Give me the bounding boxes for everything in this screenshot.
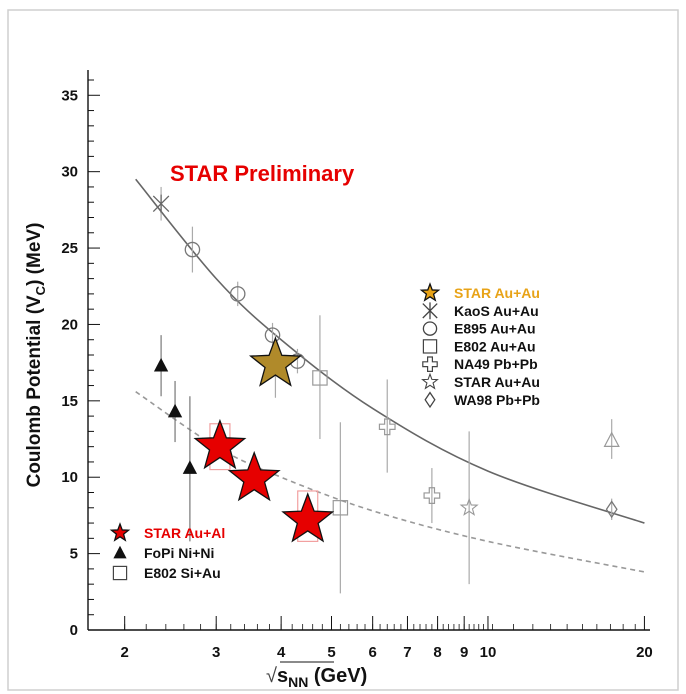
legend-label: STAR Au+Au — [454, 285, 540, 301]
legend-label: STAR Au+Al — [144, 525, 225, 541]
legend-label: STAR Au+Au — [454, 374, 540, 390]
marker-open-cross — [422, 356, 438, 372]
data-point-diamond — [605, 500, 618, 519]
marker-open-cross — [423, 487, 441, 504]
y-tick-label: 15 — [61, 393, 78, 410]
data-point-circle — [264, 327, 281, 343]
data-point-asterisk — [152, 194, 170, 213]
marker-open-star — [459, 497, 479, 516]
x-axis-label: √sNN (GeV) — [266, 665, 367, 690]
data-point-circle — [229, 286, 246, 302]
outer-frame — [7, 9, 679, 691]
marker-gold-star — [419, 282, 441, 302]
x-tick-label: 20 — [636, 644, 653, 661]
marker-open-star — [421, 372, 439, 390]
data-point-star-red — [227, 450, 281, 502]
marker-filled-triangle — [167, 403, 183, 418]
marker-square — [312, 370, 328, 386]
y-axis-label: Coulomb Potential (VC) (MeV) — [24, 223, 48, 488]
x-tick-label: 7 — [403, 644, 411, 661]
data-point-square — [332, 500, 349, 516]
marker-open-cross — [378, 418, 396, 436]
legend-marker-square — [112, 565, 128, 581]
data-point-circle — [184, 241, 201, 258]
y-tick-label: 30 — [61, 164, 78, 181]
data-points — [152, 186, 620, 594]
legend-marker-cross — [422, 356, 438, 372]
data-point-triangle-open — [603, 431, 620, 448]
x-tick-label: 10 — [480, 644, 497, 661]
data-point-square — [312, 370, 328, 386]
marker-square — [112, 565, 128, 581]
y-tick-label: 0 — [70, 622, 78, 639]
x-tick-label: 6 — [368, 644, 376, 661]
data-point-cross — [423, 487, 441, 504]
legend-marker-circle — [422, 321, 438, 336]
legend-label: E802 Au+Au — [454, 338, 536, 354]
data-point-triangle-filled — [167, 403, 183, 418]
legend-label: FoPi Ni+Ni — [144, 545, 214, 561]
legend-marker-diamond — [424, 391, 436, 409]
y-tick-label: 5 — [70, 546, 78, 563]
legend-label: E802 Si+Au — [144, 565, 221, 581]
fit-curve-solid — [135, 178, 645, 524]
marker-red-star — [193, 418, 247, 470]
data-point-triangle-filled — [182, 460, 198, 474]
legend-label: E895 Au+Au — [454, 321, 536, 337]
marker-filled-triangle — [182, 460, 198, 474]
marker-red-star — [281, 492, 335, 543]
legend-marker-star — [421, 372, 439, 390]
legend-marker-star-gold — [419, 282, 441, 302]
legend-marker-asterisk — [422, 302, 438, 320]
marker-circle — [422, 321, 438, 336]
marker-gold-star — [248, 336, 302, 387]
y-tick-label: 25 — [61, 240, 78, 257]
x-tick-label: 8 — [433, 644, 441, 661]
data-point-star-red — [193, 418, 247, 470]
data-point-star-gold — [248, 336, 302, 387]
marker-diamond — [424, 391, 436, 409]
marker-asterisk — [152, 194, 170, 213]
y-tick-label: 20 — [61, 316, 78, 333]
marker-diamond — [605, 500, 618, 519]
legend-marker-star-red — [109, 522, 131, 542]
marker-asterisk — [422, 302, 438, 320]
marker-circle — [229, 286, 246, 302]
marker-filled-triangle — [113, 545, 127, 559]
legend-label: NA49 Pb+Pb — [454, 356, 538, 372]
data-point-star-red — [281, 492, 335, 543]
marker-square — [422, 339, 438, 354]
x-tick-label: 9 — [460, 644, 468, 661]
x-tick-label: 4 — [277, 644, 286, 661]
marker-red-star — [109, 522, 131, 542]
axes: 0 5 10 15 20 25 30 35 2 3 4 5 6 7 8 9 10 20 — [61, 70, 653, 661]
marker-square — [332, 500, 349, 516]
x-tick-label: 2 — [121, 644, 129, 661]
legend-marker-square — [422, 339, 438, 354]
y-tick-label: 35 — [61, 87, 78, 104]
star-preliminary-annotation: STAR Preliminary — [170, 161, 355, 186]
data-point-star — [459, 497, 479, 516]
legend-marker-triangle-filled — [113, 545, 127, 559]
x-tick-label: 5 — [327, 644, 335, 661]
marker-open-triangle — [603, 431, 620, 448]
marker-filled-triangle — [153, 357, 169, 372]
data-point-triangle-filled — [153, 357, 169, 372]
legend-au-al: STAR Au+Al FoPi Ni+Ni E802 Si+Au — [109, 522, 225, 581]
marker-circle — [184, 241, 201, 258]
x-tick-label: 3 — [212, 644, 220, 661]
y-tick-label: 10 — [61, 469, 78, 486]
marker-red-star — [227, 450, 281, 502]
legend-label: WA98 Pb+Pb — [454, 392, 540, 408]
legend-label: KaoS Au+Au — [454, 303, 539, 319]
marker-circle — [264, 327, 281, 343]
data-point-cross — [378, 418, 396, 436]
